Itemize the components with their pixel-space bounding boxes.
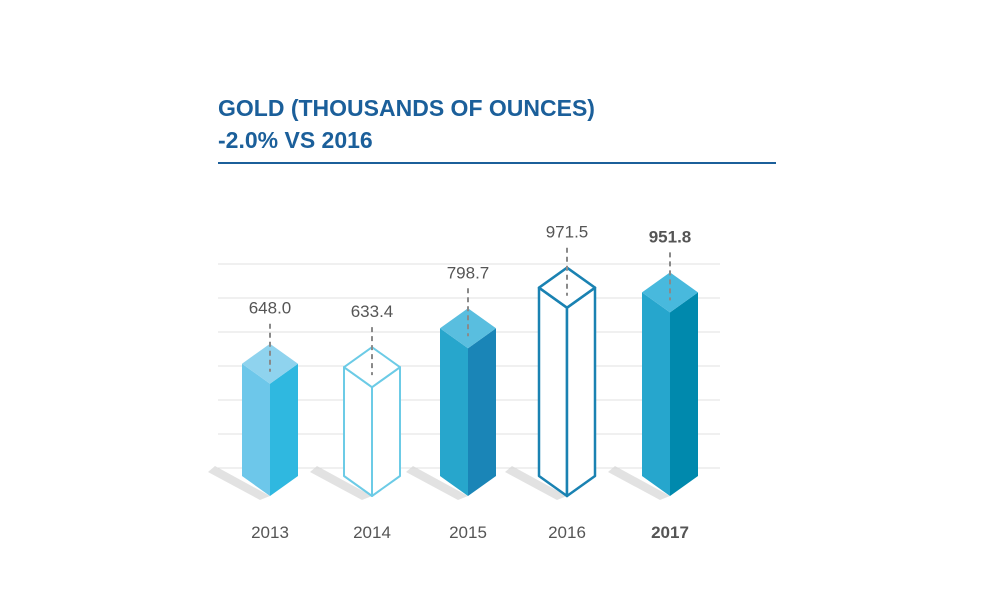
bar-shadow <box>505 466 567 500</box>
chart-title: GOLD (THOUSANDS OF OUNCES) <box>218 95 595 121</box>
x-tick-label: 2014 <box>353 523 391 542</box>
bar-right-face <box>670 292 698 496</box>
data-label: 951.8 <box>649 227 692 246</box>
bar-left-face <box>242 363 270 496</box>
bar-left-face <box>642 292 670 496</box>
bar-shadow <box>310 466 372 500</box>
chart-header: GOLD (THOUSANDS OF OUNCES) -2.0% VS 2016 <box>218 92 776 164</box>
bar-right-face <box>468 328 496 496</box>
x-tick-label: 2017 <box>651 523 689 542</box>
data-label: 971.5 <box>546 223 589 242</box>
bar-shadow <box>406 466 468 500</box>
x-tick-label: 2013 <box>251 523 289 542</box>
data-label: 648.0 <box>249 299 292 318</box>
bar-left-face <box>343 366 373 497</box>
bar-right-face <box>565 286 597 498</box>
bar-shadow <box>208 466 270 500</box>
data-label: 633.4 <box>351 302 394 321</box>
bar-right-face <box>270 363 298 496</box>
bar-left-face <box>537 286 569 498</box>
title-underline <box>218 162 776 164</box>
data-label: 798.7 <box>447 263 490 282</box>
bar-left-face <box>440 328 468 496</box>
bar-shadow <box>608 466 670 500</box>
x-tick-label: 2015 <box>449 523 487 542</box>
x-tick-label: 2016 <box>548 523 586 542</box>
chart-subtitle: -2.0% VS 2016 <box>218 127 373 153</box>
bar-right-face <box>371 366 401 497</box>
